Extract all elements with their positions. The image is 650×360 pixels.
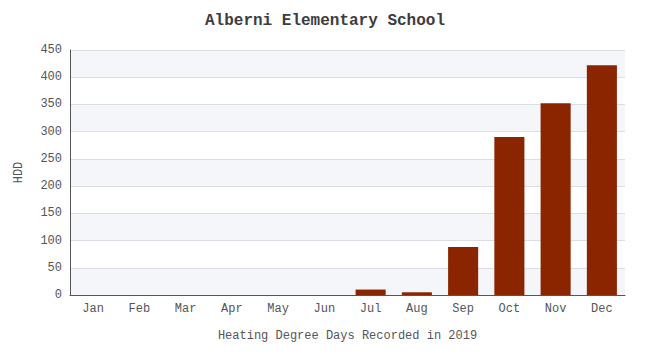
svg-text:150: 150	[40, 206, 62, 220]
svg-text:Feb: Feb	[129, 302, 151, 316]
svg-text:Apr: Apr	[221, 302, 243, 316]
svg-text:200: 200	[40, 179, 62, 193]
svg-text:Jul: Jul	[360, 302, 382, 316]
svg-text:50: 50	[48, 261, 62, 275]
svg-text:Jun: Jun	[314, 302, 336, 316]
svg-text:Mar: Mar	[175, 302, 197, 316]
svg-text:Nov: Nov	[545, 302, 567, 316]
svg-text:100: 100	[40, 234, 62, 248]
svg-text:Sep: Sep	[452, 302, 474, 316]
svg-text:Dec: Dec	[591, 302, 613, 316]
svg-text:Alberni Elementary School: Alberni Elementary School	[205, 12, 445, 30]
svg-text:400: 400	[40, 70, 62, 84]
svg-text:Heating Degree Days Recorded i: Heating Degree Days Recorded in 2019	[218, 329, 477, 343]
svg-text:Jan: Jan	[82, 302, 104, 316]
svg-text:0: 0	[55, 288, 62, 302]
svg-text:300: 300	[40, 125, 62, 139]
svg-text:May: May	[267, 302, 289, 316]
svg-text:Oct: Oct	[499, 302, 521, 316]
svg-text:350: 350	[40, 97, 62, 111]
svg-text:450: 450	[40, 43, 62, 57]
svg-text:Aug: Aug	[406, 302, 428, 316]
svg-text:250: 250	[40, 152, 62, 166]
svg-text:HDD: HDD	[12, 162, 26, 184]
